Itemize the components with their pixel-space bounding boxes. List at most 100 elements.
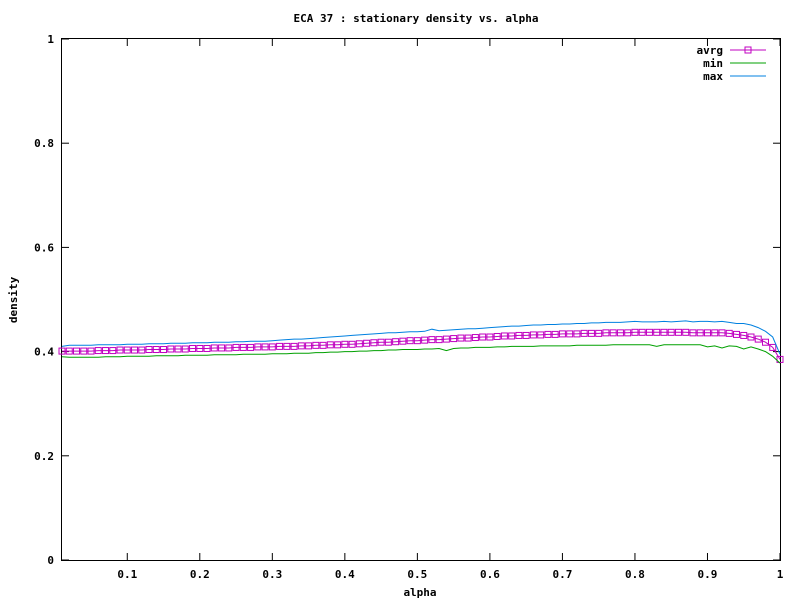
data-point [703,329,711,337]
y-tick-label: 0.4 [34,346,54,359]
series-line-avrg [62,331,781,360]
data-point [413,337,421,345]
chart-title: ECA 37 : stationary density vs. alpha [293,12,538,25]
data-point [602,329,610,337]
data-point [740,331,748,339]
data-point [769,343,777,351]
data-point [305,342,313,350]
data-point [674,328,682,336]
data-point [638,328,646,336]
data-point [203,344,211,352]
series-line-max [61,320,781,355]
data-point [283,342,291,350]
data-point [370,339,378,347]
data-point [421,336,429,344]
data-point [544,330,552,338]
data-point [312,341,320,349]
data-point [595,329,603,337]
data-point [363,339,371,347]
legend-marker [744,46,752,54]
data-point [80,347,88,355]
x-tick-label: 0.5 [407,568,427,581]
data-point [696,329,704,337]
x-tick-label: 0.7 [552,568,572,581]
data-point [609,329,617,337]
data-point [529,331,537,339]
series-avrg [58,328,784,363]
y-tick-label: 0.2 [34,450,54,463]
data-point [587,329,595,337]
data-point [667,328,675,336]
data-point [689,329,697,337]
data-point [384,338,392,346]
data-point [580,329,588,337]
data-point [653,328,661,336]
data-point [515,331,523,339]
data-point [551,330,559,338]
data-point [377,338,385,346]
series-min [61,344,781,364]
x-tick-label: 0.6 [480,568,500,581]
x-tick-label: 0.1 [117,568,137,581]
data-point [341,340,349,348]
data-point [152,346,160,354]
data-point [290,342,298,350]
data-point [522,331,530,339]
data-point [210,344,218,352]
data-point [116,346,124,354]
data-point [500,332,508,340]
data-point [102,347,110,355]
data-point [181,345,189,353]
x-tick-label: 1 [777,568,784,581]
data-point [239,343,247,351]
data-point [776,355,784,363]
data-point [73,347,81,355]
data-point [392,338,400,346]
data-point [297,342,305,350]
data-point [276,342,284,350]
data-point [138,346,146,354]
data-point [218,344,226,352]
data-point [355,340,363,348]
data-point [109,347,117,355]
data-point [537,331,545,339]
data-point [87,347,95,355]
data-point [326,341,334,349]
series-layer [58,320,784,364]
data-point [616,329,624,337]
data-point [268,343,276,351]
data-point [471,334,479,342]
data-point [631,328,639,336]
legend-label: min [703,57,723,70]
data-point [189,344,197,352]
y-axis-label: density [7,276,20,323]
series-max [61,320,781,355]
data-point [573,330,581,338]
data-point [493,332,501,340]
data-point [747,333,755,341]
data-point [225,344,233,352]
data-point [247,343,255,351]
y-tick-label: 0 [47,554,54,567]
data-point [754,335,762,343]
data-point [160,346,168,354]
data-point [457,334,465,342]
data-point [399,337,407,345]
x-tick-label: 0.4 [335,568,355,581]
data-point [645,328,653,336]
data-point [624,329,632,337]
legend-label: max [703,70,723,83]
data-point [566,330,574,338]
data-point [442,335,450,343]
data-point [761,338,769,346]
data-point [732,330,740,338]
data-point [348,340,356,348]
data-point [261,343,269,351]
data-point [58,347,66,355]
data-point [428,336,436,344]
data-point [174,345,182,353]
data-point [334,341,342,349]
data-point [406,337,414,345]
